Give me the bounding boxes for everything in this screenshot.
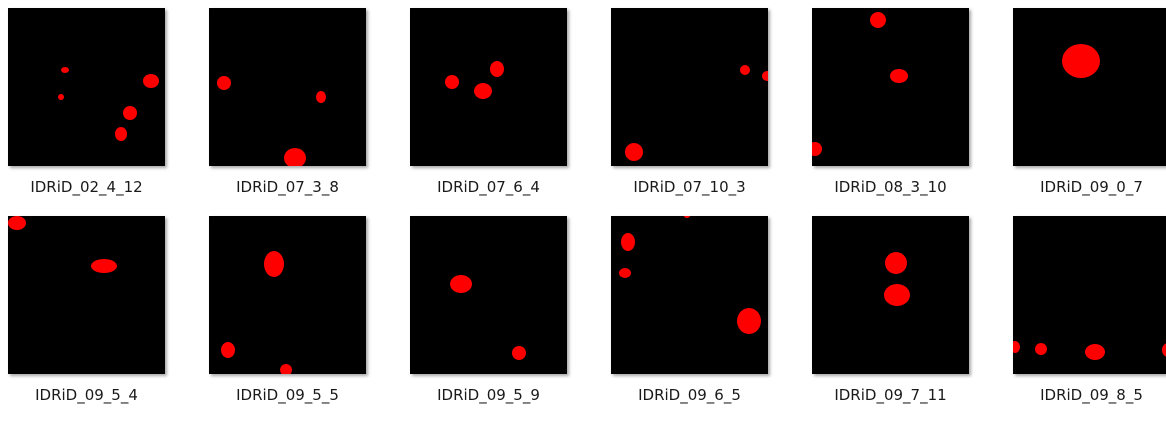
thumbnail [1013,216,1166,374]
file-item[interactable]: IDRiD_09_5_9 [410,216,611,422]
file-item[interactable]: IDRiD_09_7_11 [812,216,1013,422]
thumbnail [611,216,768,374]
thumbnail [209,216,366,374]
file-name[interactable]: IDRiD_09_8_5 [991,386,1166,404]
thumbnail [410,8,567,166]
file-item[interactable]: IDRiD_07_3_8 [209,8,410,214]
file-name[interactable]: IDRiD_09_6_5 [589,386,790,404]
file-item[interactable]: IDRiD_07_6_4 [410,8,611,214]
file-item[interactable]: IDRiD_08_3_10 [812,8,1013,214]
file-item[interactable]: IDRiD_07_10_3 [611,8,812,214]
file-name[interactable]: IDRiD_09_5_9 [388,386,589,404]
file-name[interactable]: IDRiD_08_3_10 [790,178,991,196]
file-name[interactable]: IDRiD_09_7_11 [790,386,991,404]
thumbnail [410,216,567,374]
thumbnail [1013,8,1166,166]
thumbnail [812,8,969,166]
thumbnail [812,216,969,374]
file-name[interactable]: IDRiD_07_10_3 [589,178,790,196]
thumbnail [611,8,768,166]
file-name[interactable]: IDRiD_09_0_7 [991,178,1166,196]
file-item[interactable]: IDRiD_09_8_5 [1013,216,1166,422]
thumbnail [8,216,165,374]
explorer-view: IDRiD_02_4_12 IDRiD_07_3_8 IDRiD_07_6_4 … [0,0,1166,412]
thumbnail [8,8,165,166]
file-name[interactable]: IDRiD_09_5_4 [0,386,187,404]
file-name[interactable]: IDRiD_07_6_4 [388,178,589,196]
file-item[interactable]: IDRiD_09_5_4 [8,216,209,422]
file-item[interactable]: IDRiD_09_5_5 [209,216,410,422]
thumbnail [209,8,366,166]
file-item[interactable]: IDRiD_02_4_12 [8,8,209,214]
file-name[interactable]: IDRiD_07_3_8 [187,178,388,196]
file-item[interactable]: IDRiD_09_0_7 [1013,8,1166,214]
file-name[interactable]: IDRiD_02_4_12 [0,178,187,196]
file-name[interactable]: IDRiD_09_5_5 [187,386,388,404]
file-item[interactable]: IDRiD_09_6_5 [611,216,812,422]
